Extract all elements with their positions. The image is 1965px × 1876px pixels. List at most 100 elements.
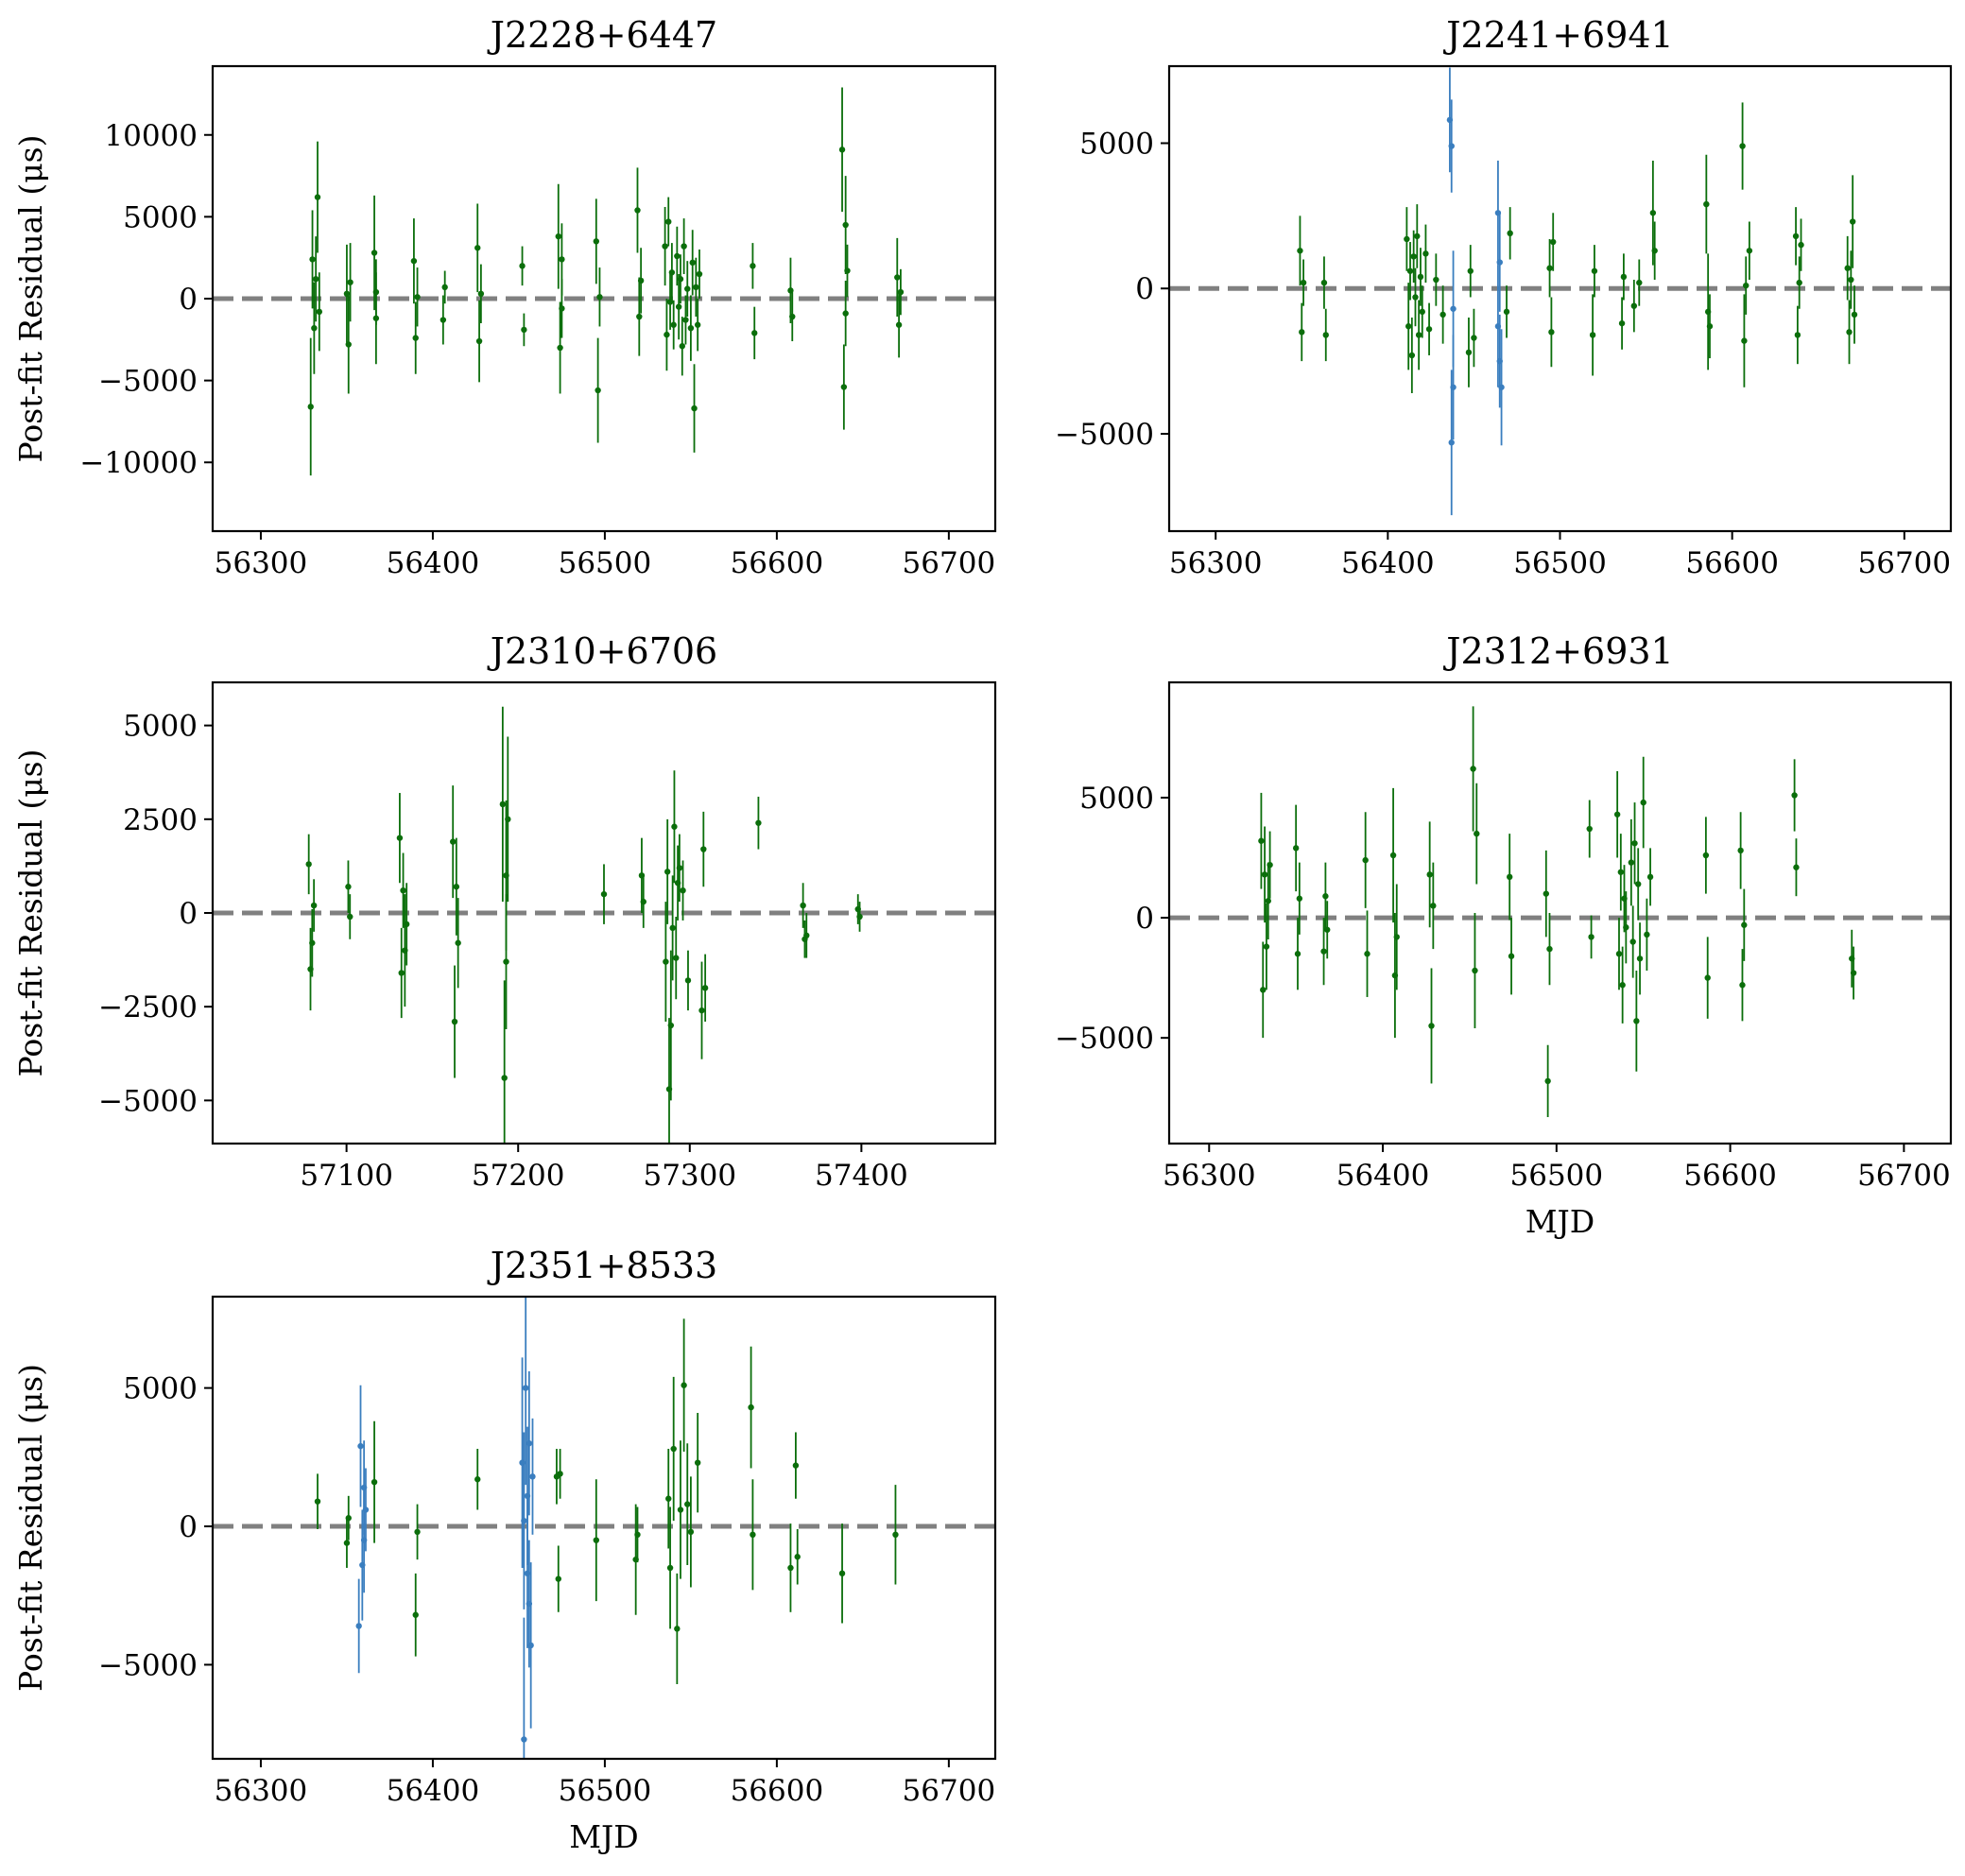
data-point	[343, 290, 351, 298]
data-point	[307, 404, 314, 410]
data-point	[897, 288, 905, 296]
data-point	[1414, 232, 1421, 240]
data-point	[698, 1007, 705, 1014]
data-point	[305, 861, 312, 868]
data-layer	[213, 1297, 995, 1759]
y-tick-label: −10000	[79, 446, 198, 480]
data-point	[640, 898, 646, 905]
y-tick-label: 5000	[123, 200, 198, 234]
data-point	[674, 252, 681, 260]
data-point	[521, 1736, 527, 1743]
data-point	[894, 274, 901, 281]
data-point	[1543, 890, 1549, 897]
data-point	[1793, 864, 1800, 870]
data-point	[1465, 349, 1473, 356]
data-point	[1320, 948, 1327, 955]
data-point	[856, 913, 863, 921]
x-tick-label: 57400	[815, 1159, 908, 1193]
chart-panel-2: 56300 56400 56500 56600 56700 5000 0 −5000 J2241…	[1055, 14, 1953, 580]
data-point	[663, 958, 669, 965]
data-point	[637, 277, 645, 284]
y-tick-label: −5000	[1055, 418, 1154, 452]
data-point	[557, 344, 563, 352]
data-layer	[1169, 706, 1951, 1118]
data-point	[1507, 873, 1513, 881]
data-point	[1792, 232, 1800, 240]
data-point	[1405, 323, 1412, 330]
data-point	[501, 1075, 508, 1081]
data-point	[842, 221, 849, 229]
data-point	[593, 238, 600, 245]
data-point	[1450, 384, 1457, 390]
data-point	[414, 294, 421, 301]
data-point	[693, 284, 699, 291]
data-point	[671, 823, 678, 830]
data-point	[357, 1442, 364, 1450]
data-point	[1320, 279, 1328, 286]
data-point	[1448, 143, 1455, 149]
data-point	[794, 1554, 801, 1560]
data-point	[662, 243, 668, 250]
data-point	[787, 287, 794, 294]
data-point	[345, 884, 352, 890]
data-point	[1850, 970, 1857, 976]
data-point	[1412, 294, 1419, 301]
axes-frame	[1167, 680, 1953, 1145]
data-point	[1450, 305, 1457, 312]
data-point	[1633, 1018, 1640, 1024]
data-point	[1448, 439, 1455, 446]
data-point	[396, 835, 404, 841]
y-tick-label: 0	[1135, 902, 1154, 936]
data-point	[1425, 326, 1433, 333]
data-point	[1364, 951, 1370, 957]
x-tick-label: 57100	[300, 1159, 393, 1193]
data-point	[675, 303, 682, 310]
x-tick-label: 56300	[215, 546, 308, 580]
data-point	[748, 1403, 754, 1411]
data-point	[1300, 279, 1307, 286]
chart-panel-1: 56300 56400 56500 56600 56700 10000 5000 0 −5000…	[12, 14, 997, 580]
data-point	[684, 285, 691, 292]
data-point	[750, 263, 756, 269]
data-point	[1798, 241, 1804, 249]
data-point	[1508, 953, 1515, 959]
data-point	[1415, 332, 1422, 338]
data-point	[345, 1515, 352, 1522]
data-point	[1706, 323, 1714, 330]
data-point	[681, 243, 687, 250]
data-point	[1498, 384, 1505, 390]
data-point	[559, 305, 565, 312]
data-point	[521, 1517, 527, 1524]
y-axis-label: Post-fit Residual (μs)	[12, 749, 49, 1077]
data-point	[1613, 811, 1621, 818]
x-tick-label: 56400	[387, 1774, 480, 1808]
data-point	[838, 146, 846, 153]
x-tick-label: 57300	[643, 1159, 736, 1193]
data-point	[1619, 982, 1626, 989]
y-tick-label: 0	[179, 897, 198, 931]
data-point	[665, 218, 672, 225]
data-point	[1796, 279, 1802, 286]
data-point	[529, 1473, 536, 1480]
data-point	[840, 384, 848, 390]
data-point	[680, 886, 686, 894]
data-point	[684, 1501, 691, 1507]
data-point	[1294, 951, 1301, 957]
data-point	[1324, 926, 1331, 933]
data-point	[1430, 903, 1437, 909]
data-point	[398, 970, 405, 976]
x-tick-label: 56500	[1513, 546, 1607, 580]
data-point	[694, 321, 701, 328]
chart-title: J2310+6706	[487, 630, 718, 672]
data-point	[666, 1564, 674, 1572]
data-point	[1297, 248, 1303, 254]
data-point	[667, 1022, 675, 1029]
data-point	[687, 1528, 695, 1536]
data-point	[400, 886, 406, 894]
data-point	[1496, 259, 1503, 266]
data-point	[593, 1537, 600, 1543]
chart-title: J2351+8533	[487, 1245, 718, 1286]
y-tick-label: −5000	[98, 1084, 198, 1118]
data-point	[1631, 840, 1638, 847]
